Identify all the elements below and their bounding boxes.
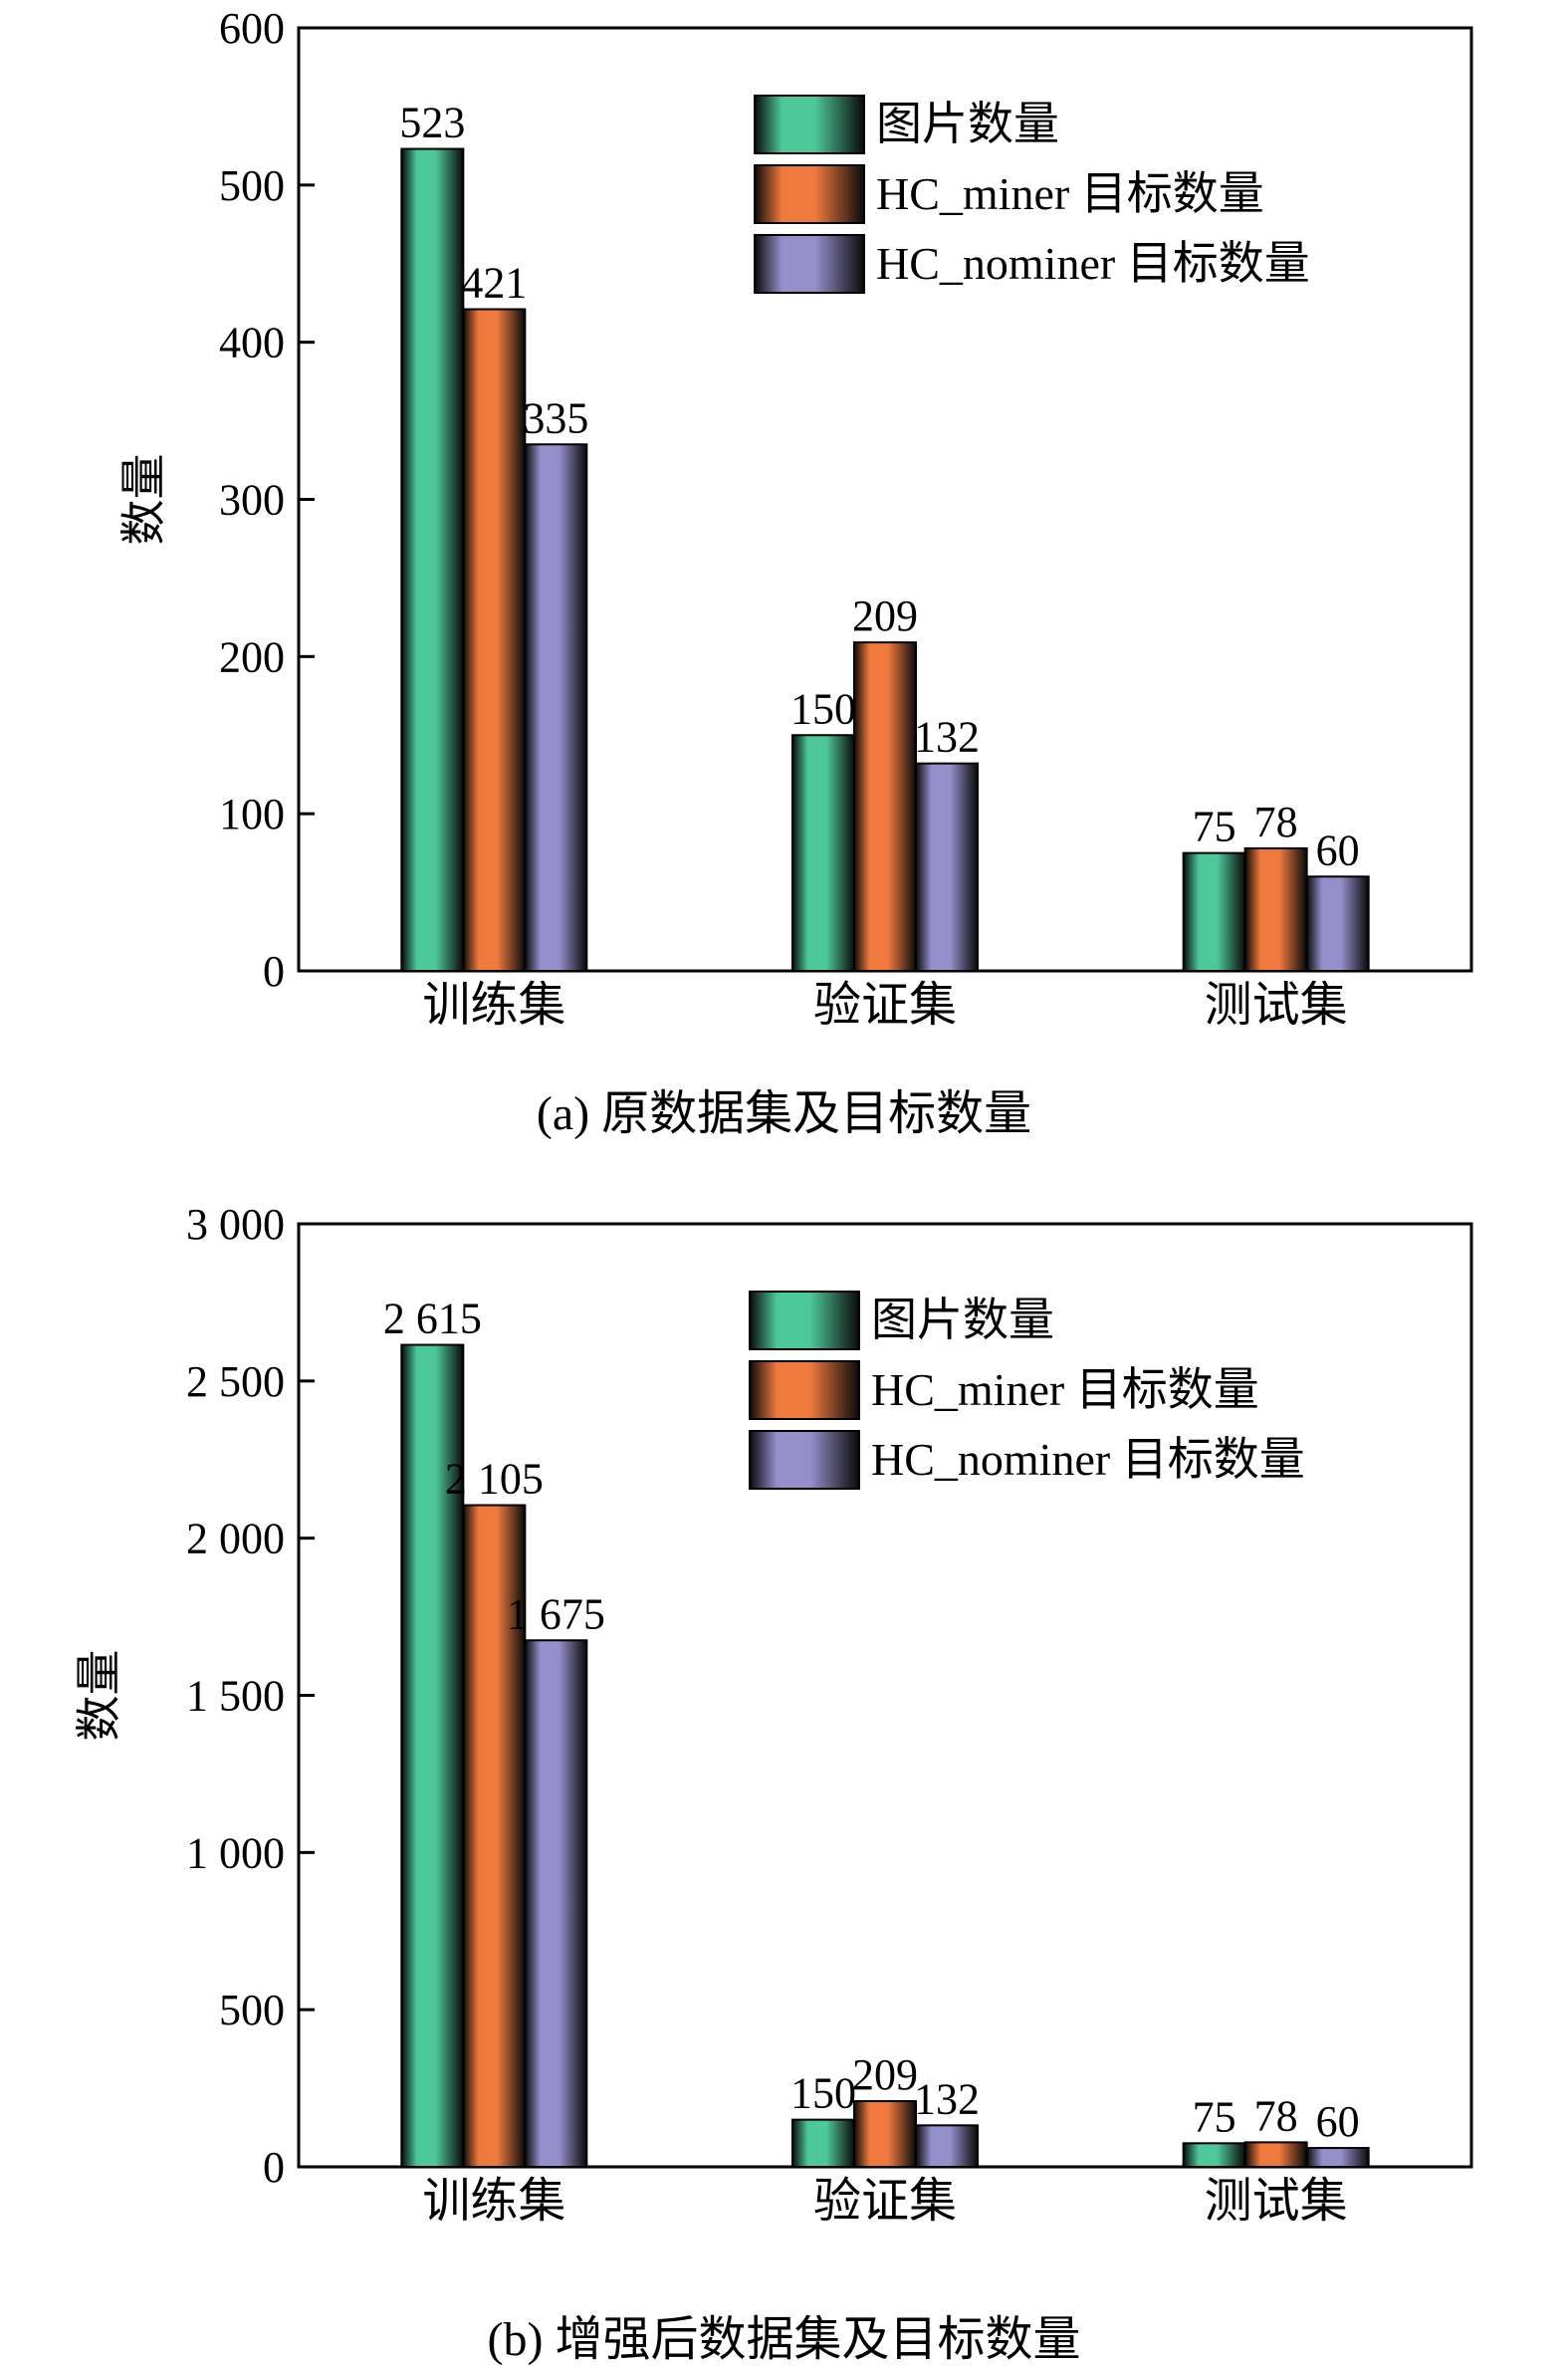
- y-tick-label: 0: [263, 947, 285, 996]
- y-tick-label: 200: [219, 632, 285, 681]
- data-label: 78: [1254, 798, 1298, 846]
- bar: [524, 1639, 588, 2168]
- legend-label: HC_miner 目标数量: [876, 168, 1264, 219]
- y-tick-label: 500: [219, 1986, 285, 2034]
- bar: [791, 734, 855, 972]
- y-tick-label: 2 000: [186, 1515, 285, 1563]
- y-tick-label: 1 000: [186, 1828, 285, 1877]
- legend-label: 图片数量: [871, 1295, 1054, 1345]
- y-tick-label: 500: [219, 161, 285, 210]
- x-tick-label: 训练集: [422, 2175, 565, 2228]
- bar: [462, 1504, 527, 2168]
- bar: [791, 2118, 855, 2169]
- y-tick-label: 0: [263, 2143, 285, 2192]
- y-tick-label: 3 000: [186, 1200, 285, 1249]
- data-label: 1 675: [507, 1589, 605, 1638]
- data-label: 78: [1254, 2091, 1298, 2140]
- legend-swatch: [754, 164, 865, 224]
- x-tick-label: 测试集: [1205, 2175, 1348, 2228]
- bar: [1182, 851, 1246, 972]
- bar: [853, 2100, 917, 2169]
- data-label: 523: [399, 99, 465, 147]
- bar: [1243, 2141, 1308, 2168]
- legend-swatch: [749, 1360, 860, 1420]
- bar: [400, 1343, 465, 2168]
- x-tick-label: 训练集: [422, 979, 565, 1032]
- data-label: 150: [790, 684, 856, 733]
- y-tick-label: 100: [219, 790, 285, 838]
- legend-label: HC_nominer 目标数量: [876, 238, 1310, 289]
- legend-label: HC_nominer 目标数量: [871, 1434, 1305, 1485]
- data-label: 209: [852, 2050, 918, 2099]
- bar: [1305, 875, 1370, 972]
- chart-b-caption: (b) 增强后数据集及目标数量: [487, 2313, 1081, 2366]
- legend-swatch: [749, 1291, 860, 1350]
- legend-swatch: [754, 234, 865, 294]
- bar: [524, 443, 588, 972]
- data-label: 150: [790, 2069, 856, 2118]
- data-label: 132: [914, 713, 980, 762]
- x-tick-label: 测试集: [1205, 979, 1348, 1032]
- y-tick-label: 600: [219, 4, 285, 53]
- chart-a-caption: (a) 原数据集及目标数量: [536, 1087, 1032, 1140]
- y-tick-label: 400: [219, 319, 285, 367]
- data-label: 2 105: [445, 1455, 544, 1504]
- y-tick-label: 2 500: [186, 1357, 285, 1406]
- data-label: 75: [1193, 803, 1236, 851]
- bar: [1305, 2147, 1370, 2168]
- data-label: 60: [1316, 2097, 1360, 2146]
- legend-swatch: [754, 95, 865, 154]
- x-tick-label: 验证集: [813, 2175, 957, 2228]
- bar: [915, 2124, 979, 2168]
- bar: [853, 641, 917, 973]
- y-axis-label: 数量: [74, 1650, 124, 1742]
- bar: [915, 762, 979, 972]
- data-label: 132: [914, 2074, 980, 2123]
- bar: [400, 147, 465, 972]
- legend-label: HC_miner 目标数量: [871, 1364, 1259, 1415]
- data-label: 60: [1316, 826, 1360, 874]
- bar: [1243, 846, 1308, 973]
- data-label: 209: [852, 592, 918, 640]
- legend-swatch: [749, 1430, 860, 1490]
- bar: [462, 308, 527, 972]
- data-label: 75: [1193, 2092, 1236, 2141]
- data-label: 335: [523, 393, 588, 442]
- x-tick-label: 验证集: [813, 979, 957, 1032]
- data-label: 2 615: [383, 1295, 482, 1343]
- data-label: 421: [461, 259, 527, 308]
- bar: [1182, 2142, 1246, 2169]
- y-tick-label: 300: [219, 476, 285, 525]
- legend-label: 图片数量: [876, 99, 1059, 149]
- chart-a: 0 100 200 300 400 500 600 数量训练集 523 421 335 验证集 150 2…: [0, 0, 1568, 1176]
- chart-b: 0 500 1 000 1 500 2 000 2 500 3 000 数量训练集 2 615 2…: [0, 1176, 1568, 2364]
- y-tick-label: 1 500: [186, 1672, 285, 1721]
- y-axis-label: 数量: [118, 454, 169, 546]
